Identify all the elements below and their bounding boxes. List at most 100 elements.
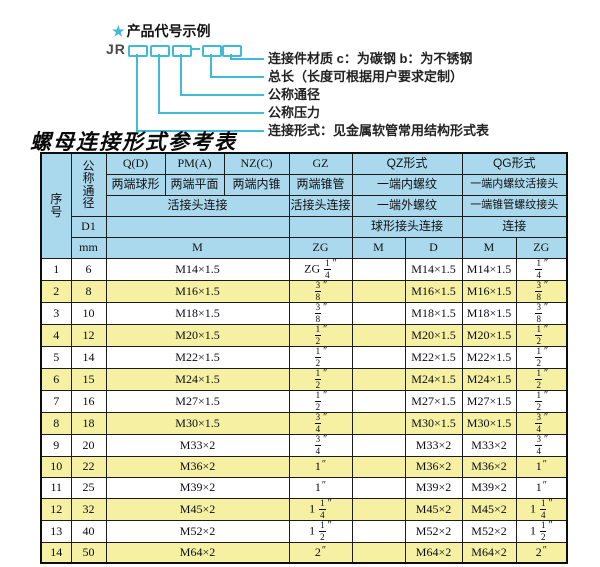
- cell-qg_m: M24×1.5: [461, 367, 517, 391]
- cell-qz_d: M20×1.5: [404, 323, 463, 347]
- header-blank-gz: [288, 215, 353, 238]
- cell-qg_zg: 1 2 ″: [515, 367, 568, 391]
- table-row: 2 8 M16×1.5 3 8 ″ M16×1.5 M16×1.5 3 8 ″: [40, 279, 568, 303]
- table-row: 12 32 M45×2 1 1 4 ″ M45×2 M45×2 1 1 4 ″: [40, 497, 568, 521]
- cell-qz_d: M64×2: [404, 541, 463, 564]
- cell-m: M14×1.5: [105, 257, 290, 281]
- header-union-connection: 活接头连接: [105, 194, 290, 217]
- header-mm: mm: [70, 236, 107, 259]
- table-row: 4 12 M20×1.5 1 2 ″ M20×1.5 M20×1.5 1 2 ″: [40, 323, 568, 347]
- cell-qg_m: M52×2: [461, 519, 517, 543]
- connector-line: [210, 54, 212, 78]
- table-row: 7 16 M27×1.5 1 2 ″ M27×1.5 M27×1.5 1 2 ″: [40, 389, 568, 413]
- cell-qg_zg: 3 8 ″: [515, 279, 568, 303]
- cell-m: M18×1.5: [105, 301, 290, 325]
- header-col-q: Q(D): [105, 152, 166, 175]
- connector-line: [136, 54, 138, 132]
- header-nominal-diameter: 公称通径: [70, 152, 107, 217]
- cell-dn: 50: [70, 541, 107, 564]
- cell-gz: ZG 1 4 ″: [288, 257, 353, 281]
- cell-qz_m: [351, 257, 406, 281]
- cell-m: M22×1.5: [105, 345, 290, 369]
- cell-no: 4: [40, 323, 72, 347]
- header-col-nz: NZ(C): [223, 152, 290, 175]
- cell-qz_d: M16×1.5: [404, 279, 463, 303]
- cell-qz_d: M22×1.5: [404, 345, 463, 369]
- code-segment-box: [150, 45, 170, 57]
- code-segment-box: [172, 45, 192, 57]
- code-label-conn-form: 连接形式：见金属软管常用结构形式表: [268, 123, 490, 138]
- cell-no: 6: [40, 367, 72, 391]
- cell-no: 13: [40, 519, 72, 543]
- cell-gz: 1″: [288, 476, 353, 499]
- cell-no: 9: [40, 433, 72, 457]
- code-label-material: 连接件材质 c：为碳钢 b：为不锈钢: [268, 51, 473, 66]
- code-label-length: 总长（长度可根据用户要求定制）: [268, 69, 464, 84]
- cell-gz: 1 1 2 ″: [288, 519, 353, 543]
- cell-m: M39×2: [105, 476, 290, 499]
- cell-qz_d: M52×2: [404, 519, 463, 543]
- cell-qz_d: M33×2: [404, 433, 463, 457]
- cell-gz: 2″: [288, 541, 353, 564]
- cell-qz_d: M45×2: [404, 497, 463, 521]
- cell-qg_zg: 3 8 ″: [515, 301, 568, 325]
- cell-qz_d: M27×1.5: [404, 389, 463, 413]
- cell-qz_m: [351, 497, 406, 521]
- connector-line: [180, 54, 182, 96]
- cell-gz: 1 2 ″: [288, 389, 353, 413]
- header-qg-desc1: 一端内螺纹活接头: [461, 173, 568, 196]
- cell-no: 14: [40, 541, 72, 564]
- cell-qg_zg: 1 2 ″: [515, 345, 568, 369]
- table-row: 5 14 M22×1.5 1 2 ″ M22×1.5 M22×1.5 1 2 ″: [40, 345, 568, 369]
- code-segment-box: [128, 45, 148, 57]
- connector-line: [158, 54, 160, 114]
- connector-line: [158, 112, 264, 114]
- cell-gz: 1″: [288, 455, 353, 478]
- cell-gz: 3 4 ″: [288, 411, 353, 435]
- cell-dn: 12: [70, 323, 107, 347]
- code-segment-box: [202, 45, 222, 57]
- cell-qg_zg: 3 4 ″: [515, 411, 568, 435]
- cell-qg_m: M39×2: [461, 476, 517, 499]
- cell-qg_zg: 1 4 ″: [515, 257, 568, 281]
- cell-dn: 14: [70, 345, 107, 369]
- cell-qg_m: M33×2: [461, 433, 517, 457]
- table-row: 10 22 M36×2 1″ M36×2 M36×2 1″: [40, 455, 568, 478]
- cell-m: M24×1.5: [105, 367, 290, 391]
- header-sub-zg: ZG: [288, 236, 353, 259]
- table-row: 1 6 M14×1.5 ZG 1 4 ″ M14×1.5 M14×1.5 1 4 ″: [40, 257, 568, 281]
- product-code-prefix: JR: [106, 41, 126, 57]
- header-qz-desc3: 球形接头连接: [351, 215, 463, 238]
- cell-gz: 3 8 ″: [288, 301, 353, 325]
- connector-line: [230, 54, 232, 60]
- cell-qg_m: M16×1.5: [461, 279, 517, 303]
- cell-dn: 25: [70, 476, 107, 499]
- cell-qz_m: [351, 433, 406, 457]
- header-sub-qz-m: M: [351, 236, 406, 259]
- cell-m: M30×1.5: [105, 411, 290, 435]
- cell-dn: 32: [70, 497, 107, 521]
- cell-gz: 3 8 ″: [288, 279, 353, 303]
- cell-qz_m: [351, 323, 406, 347]
- cell-no: 1: [40, 257, 72, 281]
- table-body: 1 6 M14×1.5 ZG 1 4 ″ M14×1.5 M14×1.5 1 4 ″ 2 8 M16×1.…: [40, 257, 568, 564]
- cell-qz_m: [351, 345, 406, 369]
- product-code-heading-text: 产品代号示例: [126, 23, 211, 39]
- cell-m: M45×2: [105, 497, 290, 521]
- table-row: 8 18 M30×1.5 3 4 ″ M30×1.5 M30×1.5 3 4 ″: [40, 411, 568, 435]
- cell-no: 12: [40, 497, 72, 521]
- header-nz-desc: 两端内锥: [223, 173, 290, 196]
- cell-qz_m: [351, 519, 406, 543]
- cell-qz_m: [351, 389, 406, 413]
- cell-qg_zg: 3 4 ″: [515, 433, 568, 457]
- cell-m: M64×2: [105, 541, 290, 564]
- cell-qz_d: M30×1.5: [404, 411, 463, 435]
- code-label-diameter: 公称通径: [268, 87, 321, 102]
- header-blank-left: [105, 215, 290, 238]
- header-sub-qz-d: D: [404, 236, 463, 259]
- cell-no: 11: [40, 476, 72, 499]
- cell-gz: 3 4 ″: [288, 433, 353, 457]
- header-d1: D1: [70, 215, 107, 238]
- table-row: 9 20 M33×2 3 4 ″ M33×2 M33×2 3 4 ″: [40, 433, 568, 457]
- code-label-pressure: 公称压力: [268, 105, 321, 120]
